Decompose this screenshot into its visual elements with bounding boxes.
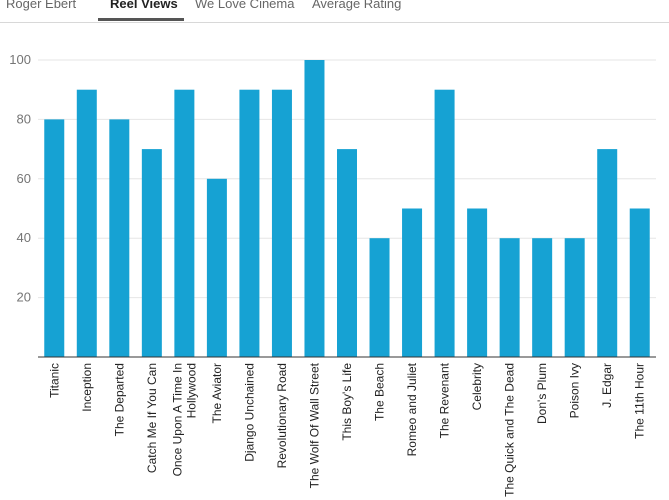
y-axis-tick-labels: 20 40 60 80 100 bbox=[9, 52, 31, 305]
x-category-label: Revolutionary Road bbox=[275, 363, 289, 468]
bar bbox=[564, 238, 585, 357]
bar bbox=[434, 89, 455, 357]
x-category-label: Once Upon A Time InHollywood bbox=[170, 363, 198, 476]
bar bbox=[337, 149, 357, 357]
y-tick-label: 40 bbox=[17, 230, 31, 245]
bar bbox=[109, 119, 130, 358]
bar bbox=[141, 149, 162, 357]
bars bbox=[44, 60, 650, 358]
x-category-label: Poison Ivy bbox=[568, 363, 582, 418]
x-category-label: The 11th Hour bbox=[633, 363, 647, 439]
x-category-label: Celebrity bbox=[470, 363, 484, 410]
bar bbox=[206, 178, 227, 357]
bar bbox=[402, 208, 423, 357]
bar bbox=[271, 89, 292, 357]
bar bbox=[76, 89, 97, 357]
x-category-label: Inception bbox=[80, 363, 94, 412]
x-category-label: Catch Me If You Can bbox=[145, 363, 159, 473]
y-tick-label: 20 bbox=[17, 290, 31, 305]
x-category-label: J. Edgar bbox=[600, 363, 614, 408]
y-tick-label: 100 bbox=[9, 52, 31, 67]
x-category-label: The Revenant bbox=[438, 362, 452, 438]
bar bbox=[532, 238, 553, 357]
tab-roger-ebert[interactable]: Roger Ebert bbox=[6, 0, 77, 11]
tab-bar: Roger Ebert Reel Views We Love Cinema Av… bbox=[0, 0, 669, 23]
x-category-label: This Boy's Life bbox=[340, 363, 354, 441]
bar bbox=[467, 208, 488, 357]
bar bbox=[44, 119, 65, 358]
x-category-label: The Wolf Of Wall Street bbox=[307, 362, 321, 488]
tab-average-rating[interactable]: Average Rating bbox=[312, 0, 402, 11]
tab-reel-views[interactable]: Reel Views bbox=[110, 0, 178, 11]
x-category-label: Romeo and Juliet bbox=[405, 362, 419, 456]
x-category-label: Django Unchained bbox=[242, 363, 256, 462]
bar bbox=[369, 238, 390, 357]
tab-we-love-cinema[interactable]: We Love Cinema bbox=[195, 0, 295, 11]
active-tab-indicator bbox=[98, 18, 184, 21]
x-category-label: The Departed bbox=[112, 363, 126, 436]
bar bbox=[597, 149, 618, 357]
bar bbox=[629, 208, 650, 357]
x-category-label: Don's Plum bbox=[535, 363, 549, 424]
x-category-label: The Aviator bbox=[210, 363, 224, 423]
x-category-label: The Quick and The Dead bbox=[503, 363, 517, 497]
y-tick-label: 60 bbox=[17, 171, 31, 186]
bar-chart: 20 40 60 80 100 Titanic Inception The Departed… bbox=[9, 52, 656, 497]
bar bbox=[304, 60, 325, 357]
x-category-label: The Beach bbox=[373, 363, 387, 421]
x-axis-category-labels: Titanic Inception The Departed Catch Me If … bbox=[47, 362, 646, 497]
bar bbox=[499, 238, 520, 357]
bar bbox=[174, 89, 195, 357]
y-tick-label: 80 bbox=[17, 111, 31, 126]
bar bbox=[239, 89, 260, 357]
x-category-label: Titanic bbox=[47, 363, 61, 398]
